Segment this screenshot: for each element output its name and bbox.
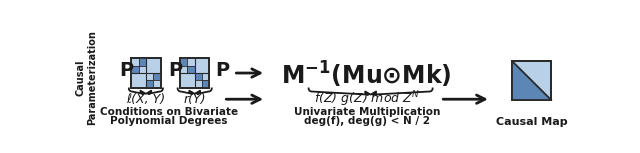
- Bar: [146, 80, 153, 88]
- Text: Conditions on Bivariate: Conditions on Bivariate: [100, 106, 238, 117]
- Text: ℓ(X, Y): ℓ(X, Y): [126, 93, 165, 106]
- Bar: [513, 62, 551, 100]
- Bar: [138, 58, 146, 66]
- Bar: [131, 58, 161, 88]
- Bar: [153, 73, 161, 80]
- Text: f(Z) g(Z) mod $\mathregular{Z^N}$: f(Z) g(Z) mod $\mathregular{Z^N}$: [314, 89, 420, 109]
- Text: P: P: [168, 61, 182, 80]
- Bar: [180, 58, 209, 88]
- Text: Causal
Parameterization: Causal Parameterization: [76, 30, 97, 125]
- Text: Univariate Multiplication: Univariate Multiplication: [294, 106, 440, 117]
- Bar: [195, 73, 202, 80]
- Bar: [513, 62, 551, 100]
- Text: deg(f), deg(g) < N / 2: deg(f), deg(g) < N / 2: [304, 116, 429, 126]
- Bar: [188, 66, 195, 73]
- Text: r(Y): r(Y): [184, 93, 206, 106]
- Bar: [131, 66, 138, 73]
- Bar: [180, 58, 188, 66]
- Text: P: P: [120, 61, 134, 80]
- Text: $\mathbf{M^{-1}(Mu{\odot}Mk)}$: $\mathbf{M^{-1}(Mu{\odot}Mk)}$: [282, 60, 452, 90]
- Bar: [131, 58, 161, 88]
- Polygon shape: [513, 62, 551, 100]
- Text: P: P: [215, 61, 229, 80]
- Text: Causal Map: Causal Map: [496, 117, 568, 127]
- Bar: [180, 58, 209, 88]
- Text: Polynomial Degrees: Polynomial Degrees: [110, 116, 228, 126]
- Bar: [202, 80, 209, 88]
